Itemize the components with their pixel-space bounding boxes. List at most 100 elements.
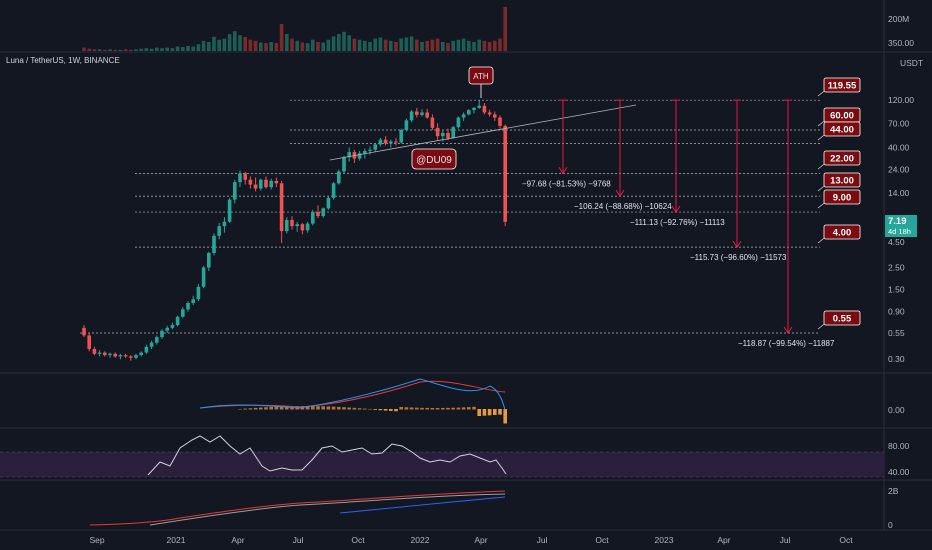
x-tick-label: Apr — [474, 535, 487, 545]
candle-body — [373, 144, 377, 150]
measure-label: −118.87 (−99.54%) −11887 — [738, 339, 835, 348]
macd-histogram-bar — [274, 406, 279, 410]
volume-bar — [186, 45, 190, 51]
author-callout — [411, 148, 457, 170]
x-tick-label: Apr — [717, 535, 730, 545]
level-lines — [80, 99, 820, 334]
volume-bar — [404, 37, 409, 51]
volume-bar — [321, 42, 325, 51]
macd-histogram-bar — [264, 407, 268, 410]
macd-histogram-bar — [477, 409, 481, 417]
macd-histogram-bar — [321, 406, 325, 410]
candle-body — [160, 330, 164, 338]
volume-bar — [217, 39, 221, 51]
last-price-value: 7.19 — [888, 216, 907, 227]
measure-arrowhead — [783, 326, 793, 334]
candle-body — [227, 199, 232, 222]
candle-body — [451, 127, 455, 138]
candle-body — [92, 348, 97, 354]
candle-body — [446, 132, 450, 138]
y-tick-label: 70.00 — [888, 118, 910, 128]
macd-histogram-bar — [425, 407, 429, 410]
volume-bar — [170, 48, 175, 51]
candle-body — [487, 112, 492, 115]
macd-histogram-bar — [243, 408, 247, 410]
obv-ma-line-2 — [339, 496, 506, 514]
candle-body — [295, 224, 299, 227]
macd-histogram-bar — [347, 407, 351, 410]
volume-bar — [409, 36, 414, 51]
macd-histogram-bar — [331, 406, 336, 410]
macd-histogram-bar — [311, 406, 315, 410]
candle-body — [409, 111, 414, 121]
volume-bar — [357, 39, 362, 51]
candle-body — [196, 286, 201, 300]
candle-body — [399, 129, 403, 143]
level-tag-label: 22.00 — [830, 154, 854, 165]
x-tick-label: Oct — [595, 535, 609, 545]
candle-body — [201, 267, 206, 287]
macd-histogram-bar — [467, 407, 471, 410]
volume-pane — [82, 7, 507, 51]
volume-bar — [165, 47, 169, 51]
candle-body — [420, 112, 424, 115]
candle-body — [467, 110, 471, 115]
measure-label: −115.73 (−96.60%) −11573 — [690, 253, 787, 262]
macd-histogram-bar — [409, 407, 414, 410]
candle-body — [264, 179, 268, 188]
candle-body — [253, 184, 258, 189]
volume-bar — [305, 43, 310, 51]
x-tick-label: 2022 — [411, 535, 430, 545]
candle-body — [477, 105, 481, 108]
candle-body — [108, 353, 112, 356]
last-price-tag — [885, 215, 917, 237]
currency-label: USDT — [900, 58, 923, 68]
macd-histogram-bar — [472, 406, 476, 410]
volume-bar — [238, 35, 242, 51]
macd-histogram-bar — [326, 406, 331, 410]
volume-bar — [435, 38, 440, 51]
level-tag — [823, 150, 861, 166]
volume-bar — [264, 43, 268, 51]
volume-bar — [425, 40, 429, 51]
candle-body — [337, 171, 341, 184]
volume-bar — [160, 48, 164, 51]
volume-bar — [207, 41, 211, 51]
volume-bar — [472, 41, 476, 51]
volume-bar — [155, 47, 159, 51]
volume-bar — [97, 49, 102, 51]
candle-body — [103, 352, 107, 356]
x-tick-label: 2021 — [167, 535, 186, 545]
volume-bar — [139, 48, 143, 51]
measure-label: −97.68 (−81.53%) −9768 — [522, 179, 611, 188]
volume-bar — [285, 34, 289, 51]
symbol-label: Luna / TetherUS, 1W, BINANCE — [6, 56, 120, 65]
macd-histogram-bar — [342, 407, 346, 410]
macd-histogram-bar — [378, 409, 383, 411]
x-tick-label: Apr — [231, 535, 244, 545]
volume-bar — [201, 40, 206, 51]
macd-histogram-bar — [415, 407, 419, 410]
candle-body — [207, 252, 211, 268]
volume-bar — [295, 40, 299, 51]
volume-bar — [149, 48, 154, 51]
candle-body — [129, 356, 133, 358]
macd-histogram-bar — [373, 409, 377, 410]
volume-bar — [441, 41, 445, 51]
volume-bar — [248, 39, 253, 51]
x-tick-label: Jul — [780, 535, 791, 545]
volume-bar — [477, 39, 481, 51]
candle-body — [311, 212, 315, 224]
macd-histogram-bar — [451, 407, 455, 410]
candle-body — [493, 114, 497, 118]
volume-bar — [196, 44, 201, 51]
candle-body — [441, 132, 445, 137]
volume-bar — [181, 47, 185, 51]
macd-line — [199, 378, 506, 411]
volume-bar — [113, 49, 117, 51]
candle-body — [342, 157, 346, 172]
volume-bar — [498, 38, 502, 51]
level-tag-label: 9.00 — [833, 193, 852, 204]
price-axis: 120.00 70.00 40.00 24.00 14.00 4.50 2.50 1.50 0.… — [888, 14, 923, 530]
